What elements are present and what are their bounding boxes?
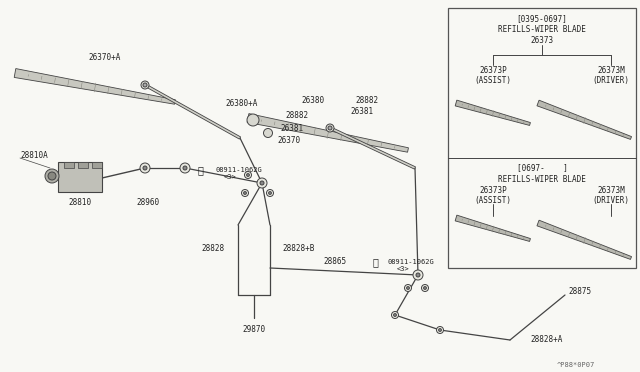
Circle shape <box>180 163 190 173</box>
Text: 26373P: 26373P <box>479 65 507 74</box>
Circle shape <box>264 128 273 138</box>
Circle shape <box>424 286 426 289</box>
Circle shape <box>266 189 273 196</box>
Text: 26373M: 26373M <box>597 65 625 74</box>
Polygon shape <box>14 68 175 104</box>
Text: REFILLS-WIPER BLADE: REFILLS-WIPER BLADE <box>498 174 586 183</box>
Text: 28810: 28810 <box>68 198 92 206</box>
Polygon shape <box>455 215 531 241</box>
Circle shape <box>48 172 56 180</box>
Bar <box>448 8 636 268</box>
Text: 28810A: 28810A <box>20 151 48 160</box>
Circle shape <box>246 174 250 176</box>
Text: 28960: 28960 <box>136 198 159 206</box>
Text: <3>: <3> <box>397 266 410 272</box>
Circle shape <box>45 169 59 183</box>
Text: Ⓝ: Ⓝ <box>372 257 378 267</box>
Text: 26380: 26380 <box>302 96 325 105</box>
Circle shape <box>143 83 147 87</box>
Bar <box>64 162 74 168</box>
Circle shape <box>404 285 412 292</box>
Circle shape <box>392 311 399 318</box>
Circle shape <box>436 327 444 334</box>
Text: 08911-1062G: 08911-1062G <box>215 167 262 173</box>
Text: 26373M: 26373M <box>597 186 625 195</box>
Circle shape <box>260 181 264 185</box>
Text: 28828: 28828 <box>202 244 225 253</box>
Circle shape <box>394 314 396 317</box>
Circle shape <box>244 171 252 179</box>
Polygon shape <box>247 113 408 152</box>
Circle shape <box>241 189 248 196</box>
Polygon shape <box>455 100 531 125</box>
Bar <box>58 162 102 192</box>
Text: REFILLS-WIPER BLADE: REFILLS-WIPER BLADE <box>498 25 586 33</box>
Text: 08911-1062G: 08911-1062G <box>388 259 435 265</box>
Text: 29870: 29870 <box>243 326 266 334</box>
Text: 28865: 28865 <box>323 257 347 266</box>
Text: Ⓝ: Ⓝ <box>197 165 203 175</box>
Text: 26370: 26370 <box>277 135 300 144</box>
Polygon shape <box>330 127 415 169</box>
Circle shape <box>247 114 259 126</box>
Text: 28882: 28882 <box>285 110 308 119</box>
Circle shape <box>141 81 149 89</box>
Text: 28875: 28875 <box>568 288 591 296</box>
Text: 26381: 26381 <box>350 106 373 115</box>
Text: [0697-    ]: [0697- ] <box>516 164 568 173</box>
Polygon shape <box>537 220 632 259</box>
Text: 26373: 26373 <box>531 35 554 45</box>
Text: (ASSIST): (ASSIST) <box>474 196 511 205</box>
Circle shape <box>328 126 332 130</box>
Circle shape <box>257 178 267 188</box>
Circle shape <box>416 273 420 277</box>
Text: 26380+A: 26380+A <box>226 99 258 108</box>
Text: 26370+A: 26370+A <box>89 52 121 61</box>
Circle shape <box>438 328 442 331</box>
Bar <box>92 162 102 168</box>
Polygon shape <box>537 100 632 140</box>
Text: 28828+B: 28828+B <box>282 244 314 253</box>
Text: <3>: <3> <box>224 174 237 180</box>
Text: 26373P: 26373P <box>479 186 507 195</box>
Circle shape <box>244 192 246 195</box>
Circle shape <box>183 166 187 170</box>
Circle shape <box>326 124 334 132</box>
Circle shape <box>140 163 150 173</box>
Text: ^P88*0P07: ^P88*0P07 <box>557 362 595 368</box>
Text: 28882: 28882 <box>355 96 378 105</box>
Polygon shape <box>145 84 241 139</box>
Text: (ASSIST): (ASSIST) <box>474 76 511 84</box>
Text: [0395-0697]: [0395-0697] <box>516 15 568 23</box>
Bar <box>78 162 88 168</box>
Text: (DRIVER): (DRIVER) <box>593 196 630 205</box>
Text: 26381: 26381 <box>280 124 303 132</box>
Circle shape <box>269 192 271 195</box>
Circle shape <box>406 286 410 289</box>
Circle shape <box>143 166 147 170</box>
Circle shape <box>413 270 423 280</box>
Text: (DRIVER): (DRIVER) <box>593 76 630 84</box>
Circle shape <box>422 285 429 292</box>
Text: 28828+A: 28828+A <box>530 336 563 344</box>
